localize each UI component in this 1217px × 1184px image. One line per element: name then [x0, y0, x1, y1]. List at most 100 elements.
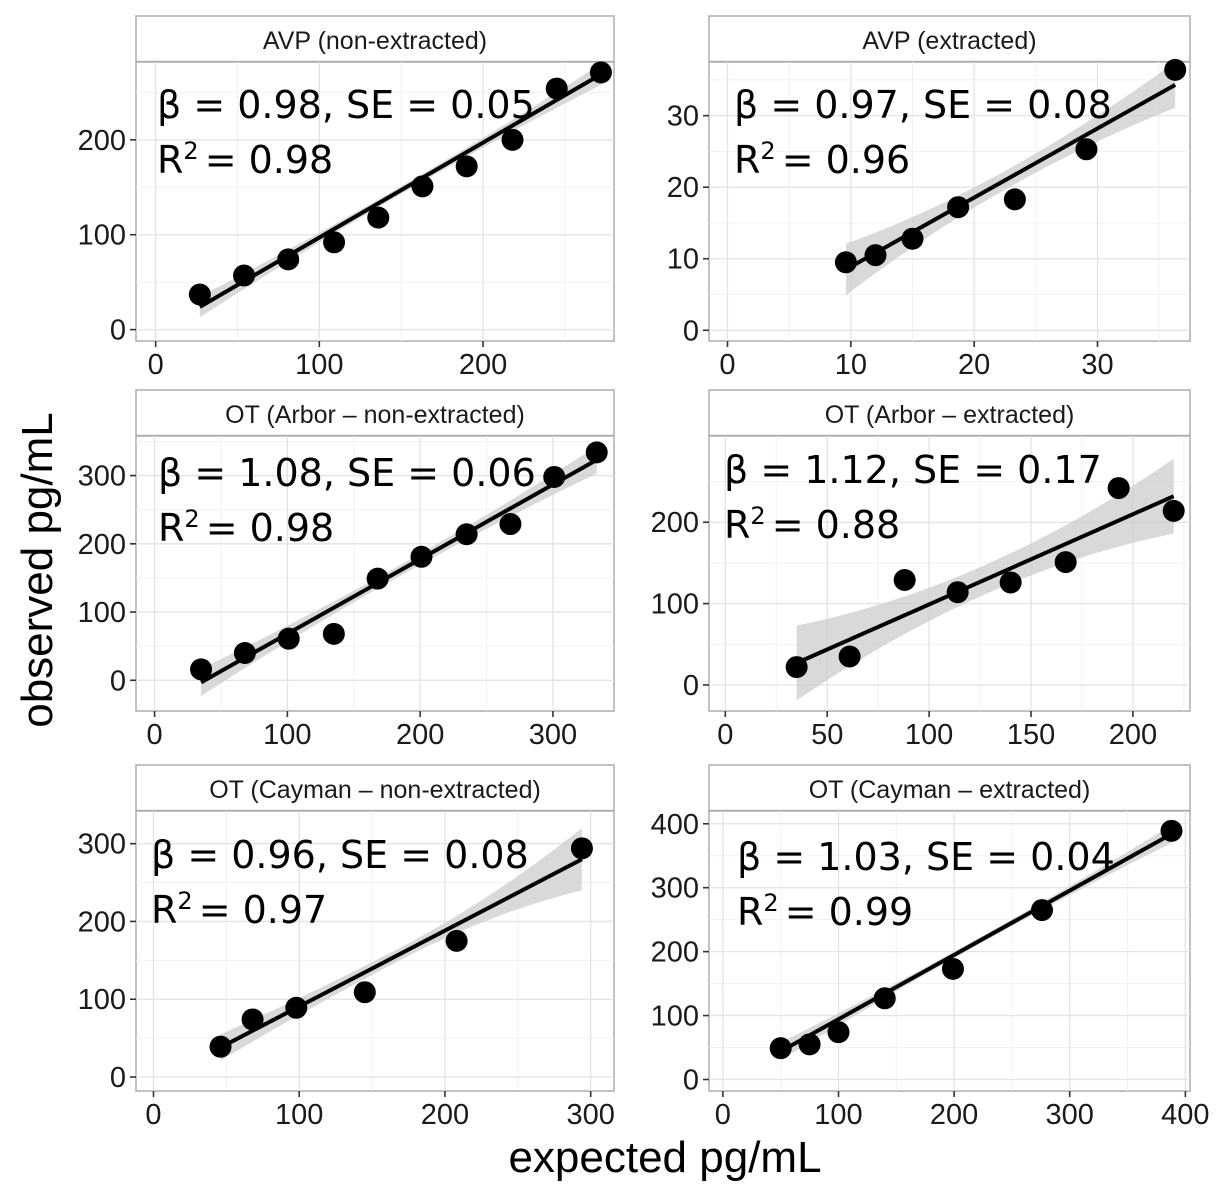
data-point: [410, 545, 433, 568]
data-point: [499, 513, 522, 536]
regression-line: [795, 494, 1175, 665]
data-point: [455, 155, 478, 178]
beta-se-annotation: β = 1.03, SE = 0.04: [737, 835, 1115, 879]
data-point: [834, 251, 857, 274]
x-tick-label: 0: [715, 1099, 731, 1131]
x-tick-label: 300: [1046, 1099, 1094, 1131]
r-squared-annotation: R2 = 0.97: [151, 887, 327, 932]
data-point: [233, 641, 256, 664]
data-point: [1162, 499, 1185, 522]
x-tick-label: 0: [717, 719, 733, 751]
data-point: [190, 658, 213, 681]
data-point: [864, 244, 887, 267]
beta-se-annotation: β = 0.98, SE = 0.05: [157, 83, 535, 127]
y-tick-label: 200: [78, 529, 126, 561]
x-tick-label: 0: [148, 349, 164, 381]
facet-strip: [708, 15, 1191, 63]
data-point: [241, 1008, 264, 1031]
x-tick-label: 10: [835, 349, 867, 381]
data-point: [323, 231, 346, 254]
y-tick-label: 10: [667, 244, 699, 276]
x-tick-label: 100: [814, 1099, 862, 1131]
beta-se-annotation: β = 1.08, SE = 0.06: [158, 451, 536, 495]
regression-line: [200, 458, 598, 685]
data-point: [188, 283, 211, 306]
facet-panel-2: AVP (extracted) 0 10 20 30 0 10 20 30 β = 0.97, S…: [667, 15, 1191, 381]
beta-se-annotation: β = 0.96, SE = 0.08: [151, 833, 529, 877]
facet-strip: [135, 389, 615, 437]
x-tick-label: 200: [396, 719, 444, 751]
r-squared-annotation: R2 = 0.99: [737, 889, 913, 934]
facet-title: AVP (non-extracted): [263, 27, 487, 55]
data-point: [543, 465, 566, 488]
data-point: [233, 264, 256, 287]
y-tick-label: 0: [683, 670, 699, 702]
data-point: [353, 981, 376, 1004]
facet-panel-1: AVP (non-extracted) 0 100 200 0 100 200 β = 0.9…: [78, 15, 615, 381]
data-point: [901, 227, 924, 250]
x-tick-label: 100: [263, 719, 311, 751]
data-point: [1031, 899, 1053, 922]
x-tick-label: 0: [719, 349, 735, 381]
data-point: [941, 957, 964, 980]
facet-title: OT (Cayman – extracted): [809, 776, 1091, 804]
y-tick-label: 200: [651, 937, 699, 969]
facet-panel-6: OT (Cayman – extracted) 0 100 200 300 400 0 100…: [651, 764, 1210, 1131]
x-axis-title: expected pg/mL: [508, 1133, 821, 1182]
facet-strip: [135, 764, 615, 812]
y-tick-label: 400: [651, 809, 699, 841]
data-point: [445, 929, 468, 952]
r-squared-annotation: R2 = 0.88: [724, 502, 900, 547]
y-tick-label: 100: [651, 1001, 699, 1033]
x-tick-label: 100: [905, 719, 953, 751]
data-point: [589, 61, 612, 84]
y-tick-label: 0: [110, 315, 126, 347]
data-point: [366, 567, 389, 590]
y-tick-label: 300: [78, 829, 126, 861]
x-tick-label: 20: [958, 349, 990, 381]
x-tick-label: 0: [145, 1099, 161, 1131]
data-point: [209, 1035, 232, 1058]
y-tick-label: 100: [78, 220, 126, 252]
facet-panel-5: OT (Cayman – non-extracted) 0 100 200 300 0 10…: [78, 764, 615, 1131]
data-point: [277, 627, 300, 650]
regression-line: [779, 832, 1173, 1054]
data-point: [827, 1021, 850, 1044]
x-tick-label: 100: [295, 349, 343, 381]
data-point: [570, 837, 593, 860]
data-point: [946, 581, 969, 604]
data-point: [798, 1033, 821, 1056]
y-tick-label: 300: [651, 873, 699, 905]
data-point: [585, 441, 608, 464]
regression-line: [198, 72, 602, 309]
data-point: [1164, 58, 1187, 81]
x-tick-label: 100: [275, 1099, 323, 1131]
facet-panel-3: OT (Arbor – non-extracted) 0 100 200 300 0 100…: [78, 389, 615, 751]
data-point: [1003, 188, 1026, 211]
data-point: [1075, 138, 1098, 161]
data-point: [947, 196, 970, 219]
data-point: [411, 175, 434, 198]
x-tick-label: 0: [147, 719, 163, 751]
facet-strip: [708, 389, 1191, 437]
y-tick-label: 300: [78, 461, 126, 493]
x-tick-label: 200: [1109, 719, 1157, 751]
data-point: [277, 248, 300, 271]
facet-strip: [135, 15, 615, 63]
data-point: [545, 77, 568, 100]
facet-strip: [708, 764, 1191, 812]
y-tick-label: 0: [683, 315, 699, 347]
y-tick-label: 0: [110, 665, 126, 697]
facet-title: OT (Arbor – extracted): [825, 401, 1075, 429]
y-tick-label: 30: [667, 101, 699, 133]
x-tick-label: 200: [459, 349, 507, 381]
y-tick-label: 100: [78, 597, 126, 629]
y-tick-label: 20: [667, 172, 699, 204]
data-point: [501, 128, 524, 151]
data-point: [873, 987, 896, 1010]
facet-title: OT (Cayman – non-extracted): [209, 776, 541, 804]
x-tick-label: 200: [421, 1099, 469, 1131]
y-tick-label: 0: [110, 1062, 126, 1094]
data-point: [1107, 477, 1130, 500]
